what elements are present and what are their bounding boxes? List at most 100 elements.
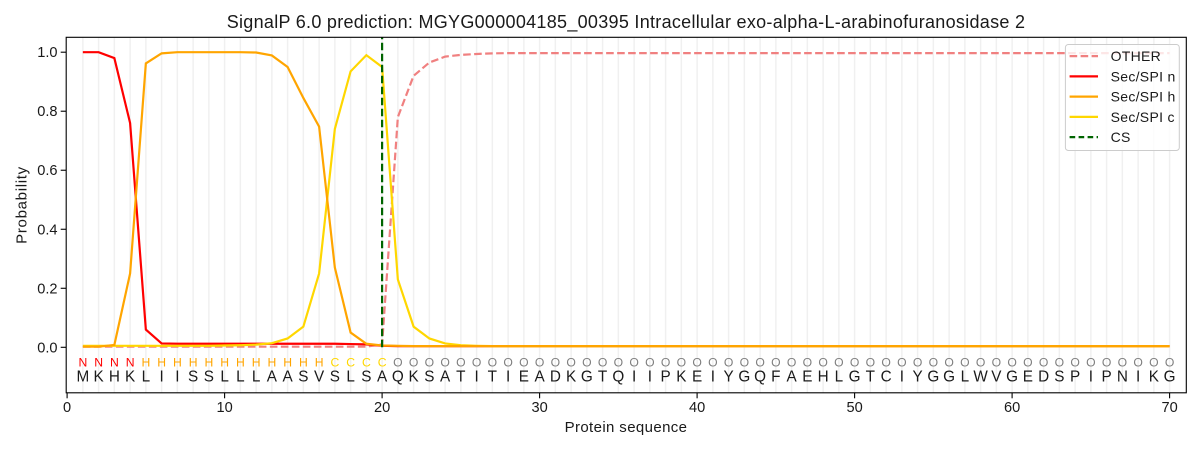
svg-text:A: A: [282, 369, 293, 386]
svg-text:O: O: [582, 355, 591, 369]
svg-text:O: O: [629, 355, 638, 369]
svg-text:O: O: [929, 355, 938, 369]
svg-text:L: L: [220, 369, 229, 386]
svg-text:T: T: [598, 369, 607, 386]
svg-text:S: S: [361, 369, 371, 386]
svg-text:O: O: [771, 355, 780, 369]
svg-text:V: V: [314, 369, 325, 386]
svg-text:Sec/SPI h: Sec/SPI h: [1111, 89, 1176, 105]
svg-text:0.4: 0.4: [37, 222, 57, 238]
svg-text:O: O: [425, 355, 434, 369]
svg-text:I: I: [175, 369, 179, 386]
svg-text:K: K: [566, 369, 577, 386]
svg-text:H: H: [267, 355, 276, 369]
svg-text:G: G: [738, 369, 750, 386]
svg-text:L: L: [252, 369, 261, 386]
svg-text:S: S: [424, 369, 434, 386]
svg-text:0.6: 0.6: [37, 163, 57, 179]
svg-text:K: K: [676, 369, 687, 386]
svg-text:O: O: [834, 355, 843, 369]
svg-text:40: 40: [689, 400, 705, 416]
svg-text:O: O: [1070, 355, 1079, 369]
svg-text:N: N: [110, 355, 119, 369]
svg-text:N: N: [94, 355, 103, 369]
svg-text:O: O: [1086, 355, 1095, 369]
svg-text:H: H: [173, 355, 182, 369]
svg-text:O: O: [535, 355, 544, 369]
svg-text:K: K: [1149, 369, 1160, 386]
svg-text:OTHER: OTHER: [1111, 48, 1162, 64]
svg-text:G: G: [1006, 369, 1018, 386]
svg-text:A: A: [440, 369, 451, 386]
svg-text:30: 30: [531, 400, 547, 416]
svg-text:O: O: [692, 355, 701, 369]
svg-text:W: W: [973, 369, 988, 386]
svg-text:H: H: [189, 355, 198, 369]
svg-text:G: G: [849, 369, 861, 386]
svg-text:D: D: [550, 369, 561, 386]
svg-text:C: C: [362, 355, 371, 369]
svg-text:O: O: [456, 355, 465, 369]
svg-text:O: O: [566, 355, 575, 369]
svg-text:H: H: [220, 355, 229, 369]
svg-text:N: N: [126, 355, 135, 369]
svg-text:G: G: [943, 369, 955, 386]
svg-text:L: L: [142, 369, 151, 386]
svg-text:0: 0: [63, 400, 71, 416]
svg-text:G: G: [1164, 369, 1176, 386]
svg-text:50: 50: [846, 400, 862, 416]
svg-text:C: C: [881, 369, 892, 386]
svg-text:O: O: [661, 355, 670, 369]
svg-text:I: I: [1136, 369, 1140, 386]
svg-text:0.0: 0.0: [37, 340, 57, 356]
svg-text:O: O: [992, 355, 1001, 369]
svg-text:T: T: [456, 369, 465, 386]
svg-text:O: O: [740, 355, 749, 369]
svg-text:V: V: [991, 369, 1002, 386]
svg-text:E: E: [1023, 369, 1033, 386]
svg-text:O: O: [677, 355, 686, 369]
svg-text:O: O: [519, 355, 528, 369]
svg-text:N: N: [1117, 369, 1128, 386]
svg-text:L: L: [236, 369, 245, 386]
svg-text:70: 70: [1161, 400, 1177, 416]
svg-text:P: P: [1101, 369, 1111, 386]
svg-text:O: O: [614, 355, 623, 369]
svg-text:CS: CS: [1111, 129, 1131, 145]
svg-text:O: O: [913, 355, 922, 369]
svg-text:S: S: [1054, 369, 1064, 386]
svg-text:N: N: [78, 355, 87, 369]
svg-text:1.0: 1.0: [37, 45, 57, 61]
svg-text:S: S: [330, 369, 340, 386]
svg-text:0.2: 0.2: [37, 281, 57, 297]
svg-text:I: I: [648, 369, 652, 386]
svg-text:D: D: [1038, 369, 1049, 386]
svg-text:O: O: [803, 355, 812, 369]
svg-text:Q: Q: [612, 369, 624, 386]
svg-text:C: C: [330, 355, 339, 369]
svg-text:L: L: [961, 369, 970, 386]
svg-text:60: 60: [1004, 400, 1020, 416]
svg-text:O: O: [472, 355, 481, 369]
svg-text:O: O: [503, 355, 512, 369]
svg-text:S: S: [204, 369, 214, 386]
svg-text:10: 10: [216, 400, 232, 416]
svg-text:I: I: [506, 369, 510, 386]
svg-text:O: O: [1023, 355, 1032, 369]
svg-text:H: H: [283, 355, 292, 369]
svg-text:O: O: [409, 355, 418, 369]
svg-text:C: C: [378, 355, 387, 369]
svg-text:Q: Q: [392, 369, 404, 386]
svg-text:K: K: [93, 369, 104, 386]
svg-text:O: O: [1118, 355, 1127, 369]
svg-text:O: O: [488, 355, 497, 369]
svg-text:Sec/SPI n: Sec/SPI n: [1111, 68, 1176, 84]
svg-text:I: I: [474, 369, 478, 386]
svg-text:O: O: [598, 355, 607, 369]
svg-text:H: H: [109, 369, 120, 386]
svg-text:M: M: [76, 369, 89, 386]
svg-text:O: O: [850, 355, 859, 369]
svg-text:G: G: [581, 369, 593, 386]
svg-text:O: O: [1055, 355, 1064, 369]
svg-text:H: H: [299, 355, 308, 369]
